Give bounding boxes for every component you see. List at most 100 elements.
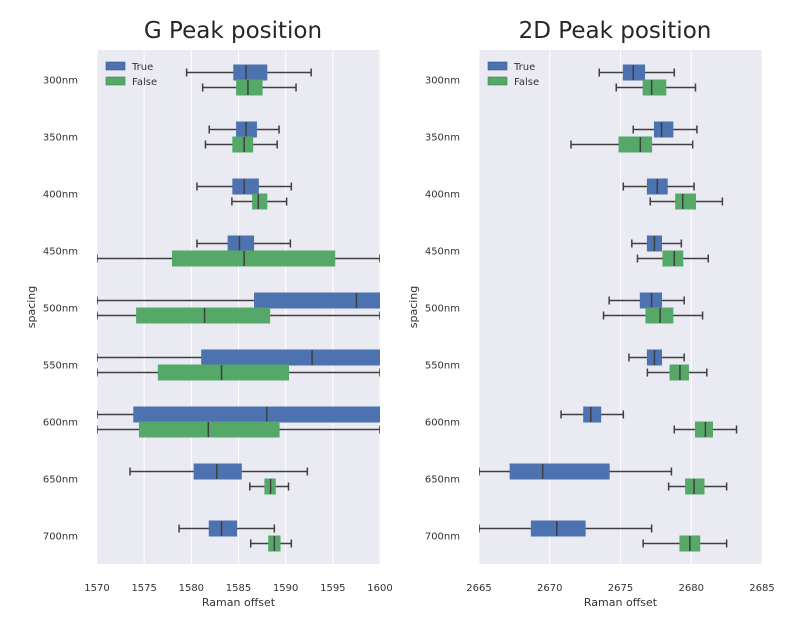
legend: True False xyxy=(487,61,539,88)
x-tick-label: 1575 xyxy=(131,583,156,594)
chart-panel-2: 2665 2670 2675 2680 2685 300nm 350nm 400nm 450nm… xyxy=(407,18,775,609)
box-false xyxy=(642,535,728,552)
box-iqr xyxy=(653,121,674,138)
box-iqr xyxy=(675,193,696,210)
box-false xyxy=(673,421,738,438)
y-tick-label: 300nm xyxy=(425,76,460,87)
y-tick-label: 550nm xyxy=(43,361,78,372)
box-false xyxy=(646,364,708,381)
x-axis-label: Raman offset xyxy=(202,596,276,609)
box-iqr xyxy=(254,292,380,309)
box-true xyxy=(560,406,625,423)
box-false xyxy=(570,136,694,153)
legend-label-true: True xyxy=(513,62,535,73)
legend-swatch-false xyxy=(487,76,508,86)
y-tick-label: 400nm xyxy=(43,190,78,201)
box-false xyxy=(231,193,288,210)
box-false xyxy=(249,478,290,495)
box-false xyxy=(97,250,380,267)
box-false xyxy=(602,307,704,324)
x-tick-label: 1595 xyxy=(320,583,345,594)
y-tick-label: 350nm xyxy=(43,133,78,144)
box-iqr xyxy=(694,421,713,438)
box-iqr xyxy=(208,520,238,537)
box-true xyxy=(631,235,683,252)
box-iqr xyxy=(133,406,380,423)
box-iqr xyxy=(201,349,380,366)
chart-title: 2D Peak position xyxy=(519,18,712,44)
box-true xyxy=(178,520,276,537)
x-tick-label: 2675 xyxy=(608,583,633,594)
box-iqr xyxy=(662,250,684,267)
x-tick-label: 2680 xyxy=(679,583,704,594)
y-tick-label: 500nm xyxy=(425,304,460,315)
box-iqr xyxy=(642,79,667,96)
box-iqr xyxy=(232,178,259,195)
y-tick-label: 550nm xyxy=(425,361,460,372)
box-true xyxy=(632,121,698,138)
box-iqr xyxy=(157,364,289,381)
y-tick-label: 300nm xyxy=(43,76,78,87)
box-iqr xyxy=(236,79,263,96)
legend-swatch-true xyxy=(105,61,126,71)
box-false xyxy=(667,478,728,495)
box-true xyxy=(97,292,380,309)
box-true xyxy=(196,178,293,195)
box-iqr xyxy=(171,250,336,267)
box-iqr xyxy=(193,463,242,480)
box-false xyxy=(201,79,297,96)
boxes-group xyxy=(97,64,380,552)
boxes-group xyxy=(479,64,738,552)
box-iqr xyxy=(509,463,610,480)
x-axis-label: Raman offset xyxy=(584,596,658,609)
box-iqr xyxy=(618,136,653,153)
box-true xyxy=(97,406,380,423)
y-tick-label: 650nm xyxy=(43,475,78,486)
box-false xyxy=(204,136,278,153)
box-iqr xyxy=(252,193,268,210)
legend-label-true: True xyxy=(131,62,153,73)
x-tick-label: 2665 xyxy=(466,583,491,594)
legend-label-false: False xyxy=(514,77,539,88)
box-true xyxy=(185,64,312,81)
legend-swatch-true xyxy=(487,61,508,71)
x-tick-label: 1600 xyxy=(367,583,392,594)
box-iqr xyxy=(233,64,268,81)
box-false xyxy=(649,193,724,210)
y-axis-label: spacing xyxy=(407,286,420,329)
y-tick-label: 450nm xyxy=(43,247,78,258)
x-tick-label: 1580 xyxy=(179,583,204,594)
legend: True False xyxy=(105,61,157,88)
x-tick-label: 2670 xyxy=(537,583,562,594)
box-iqr xyxy=(583,406,602,423)
box-true xyxy=(598,64,676,81)
y-tick-label: 600nm xyxy=(425,418,460,429)
y-tick-label: 700nm xyxy=(43,532,78,543)
box-true xyxy=(479,520,653,537)
box-iqr xyxy=(530,520,586,537)
x-tick-label: 2685 xyxy=(749,583,774,594)
box-false xyxy=(97,307,380,324)
box-false xyxy=(250,535,293,552)
y-tick-label: 500nm xyxy=(43,304,78,315)
box-true xyxy=(628,349,685,366)
chart-panel-1: 1570 1575 1580 1585 1590 1595 1600 300nm 350nm 40… xyxy=(25,18,393,609)
legend-swatch-false xyxy=(105,76,126,86)
box-iqr xyxy=(232,136,254,153)
box-false xyxy=(97,421,380,438)
y-axis-label: spacing xyxy=(25,286,38,329)
y-tick-label: 650nm xyxy=(425,475,460,486)
box-true xyxy=(97,349,380,366)
box-false xyxy=(636,250,709,267)
chart-title: G Peak position xyxy=(144,18,322,44)
box-false xyxy=(615,79,697,96)
legend-label-false: False xyxy=(132,77,157,88)
x-tick-label: 1585 xyxy=(226,583,251,594)
x-tick-label: 1570 xyxy=(84,583,109,594)
y-tick-label: 600nm xyxy=(43,418,78,429)
y-tick-label: 400nm xyxy=(425,190,460,201)
y-tick-label: 450nm xyxy=(425,247,460,258)
box-true xyxy=(479,463,673,480)
